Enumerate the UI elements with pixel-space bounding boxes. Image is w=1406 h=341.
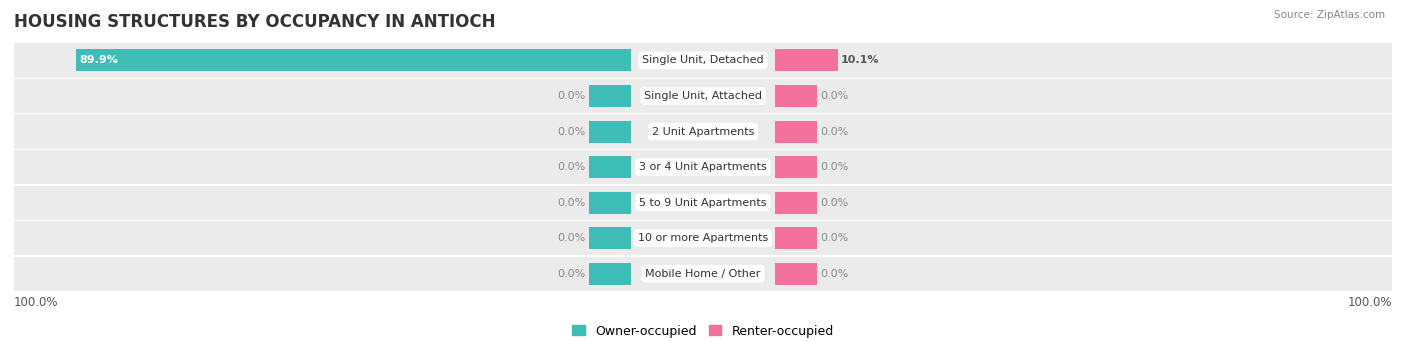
Text: 2 Unit Apartments: 2 Unit Apartments — [652, 127, 754, 136]
Bar — [76, 49, 631, 72]
Bar — [14, 115, 1392, 149]
Text: Single Unit, Attached: Single Unit, Attached — [644, 91, 762, 101]
Text: 0.0%: 0.0% — [558, 127, 586, 136]
Text: 5 to 9 Unit Apartments: 5 to 9 Unit Apartments — [640, 198, 766, 208]
Text: 10.1%: 10.1% — [841, 56, 880, 65]
Text: Mobile Home / Other: Mobile Home / Other — [645, 269, 761, 279]
Text: 0.0%: 0.0% — [558, 269, 586, 279]
Text: 0.0%: 0.0% — [558, 162, 586, 172]
Text: 0.0%: 0.0% — [558, 233, 586, 243]
Legend: Owner-occupied, Renter-occupied: Owner-occupied, Renter-occupied — [568, 320, 838, 341]
Bar — [589, 227, 631, 249]
Bar — [14, 43, 1392, 77]
Text: 0.0%: 0.0% — [820, 198, 848, 208]
Text: 0.0%: 0.0% — [820, 269, 848, 279]
Bar — [589, 263, 631, 285]
Text: 0.0%: 0.0% — [820, 162, 848, 172]
Bar — [775, 156, 817, 178]
Text: 3 or 4 Unit Apartments: 3 or 4 Unit Apartments — [640, 162, 766, 172]
Text: 0.0%: 0.0% — [820, 127, 848, 136]
Bar — [589, 192, 631, 214]
Text: 0.0%: 0.0% — [558, 198, 586, 208]
Text: 0.0%: 0.0% — [820, 233, 848, 243]
Text: 89.9%: 89.9% — [80, 56, 118, 65]
Bar — [775, 227, 817, 249]
Bar — [775, 192, 817, 214]
Text: 100.0%: 100.0% — [1347, 296, 1392, 309]
Bar — [775, 120, 817, 143]
Bar — [589, 85, 631, 107]
Bar — [775, 263, 817, 285]
Text: 0.0%: 0.0% — [558, 91, 586, 101]
Bar — [14, 79, 1392, 113]
Text: Single Unit, Detached: Single Unit, Detached — [643, 56, 763, 65]
Text: 0.0%: 0.0% — [820, 91, 848, 101]
Bar — [14, 257, 1392, 291]
Bar — [589, 156, 631, 178]
Bar — [589, 120, 631, 143]
Bar — [14, 150, 1392, 184]
Bar — [14, 221, 1392, 255]
Text: 100.0%: 100.0% — [14, 296, 59, 309]
Bar — [775, 85, 817, 107]
Text: HOUSING STRUCTURES BY OCCUPANCY IN ANTIOCH: HOUSING STRUCTURES BY OCCUPANCY IN ANTIO… — [14, 13, 495, 31]
Bar — [14, 186, 1392, 220]
Text: Source: ZipAtlas.com: Source: ZipAtlas.com — [1274, 10, 1385, 20]
Text: 10 or more Apartments: 10 or more Apartments — [638, 233, 768, 243]
Bar — [775, 49, 838, 72]
